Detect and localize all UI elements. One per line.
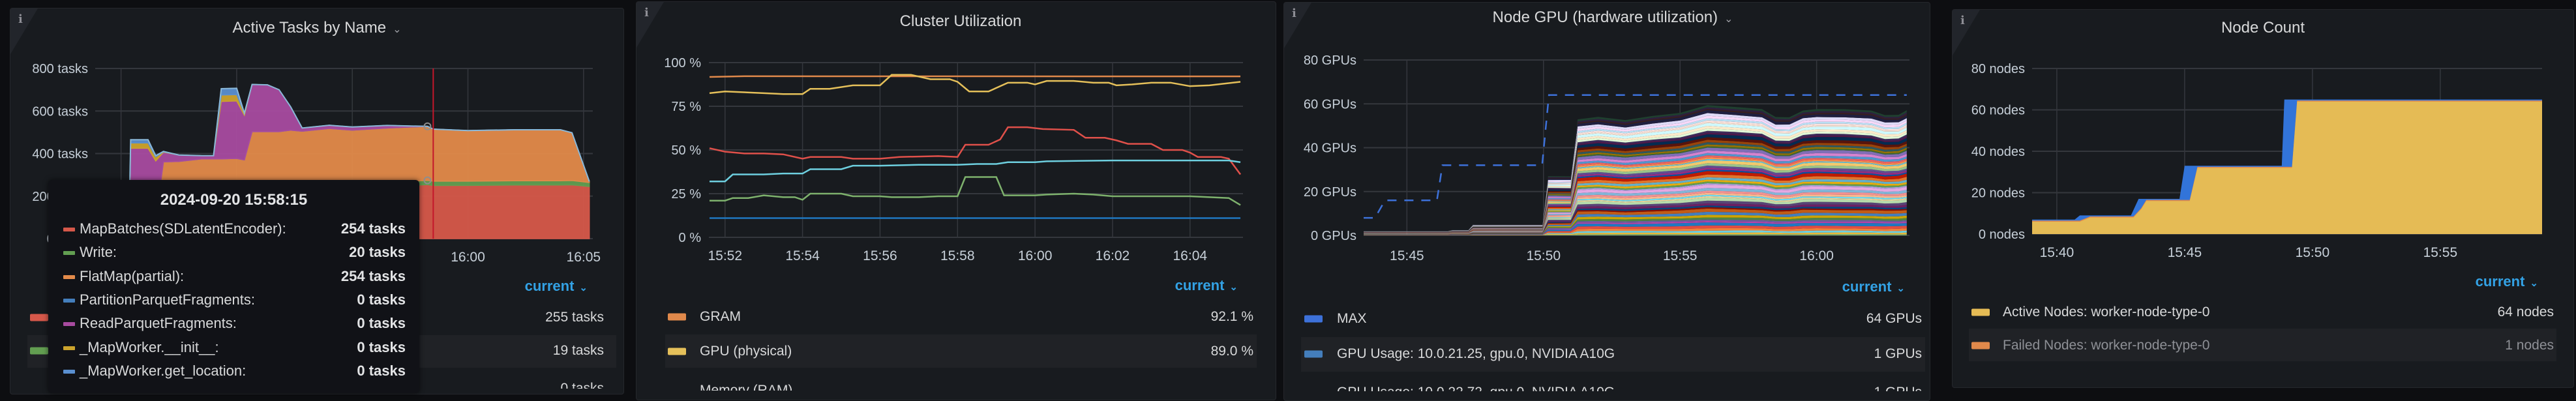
panel-info-corner[interactable] xyxy=(637,2,664,48)
legend-label: Memory (RAM) xyxy=(700,383,793,391)
panel-title-text: Cluster Utilization xyxy=(899,12,1022,30)
legend-value: 64 GPUs xyxy=(1866,311,1922,326)
tooltip-swatch xyxy=(63,322,75,327)
tooltip-series-value: 0 tasks xyxy=(357,338,406,355)
panel-title-text: Active Tasks by Name xyxy=(232,19,387,37)
legend-value: 0 tasks xyxy=(560,381,604,389)
tooltip-row: _MapWorker.get_location: 0 tasks xyxy=(48,361,419,381)
legend-header-label: current xyxy=(1175,277,1225,293)
chevron-down-icon: ⌄ xyxy=(1229,282,1238,293)
tooltip-swatch xyxy=(63,275,75,279)
legend-swatch xyxy=(668,313,686,321)
tooltip-swatch xyxy=(63,369,75,374)
panel-title-text: Node Count xyxy=(2221,19,2305,37)
legend-header-label: current xyxy=(524,278,575,294)
tooltip-swatch xyxy=(63,298,75,303)
chevron-down-icon[interactable]: ⌄ xyxy=(1724,14,1733,25)
tooltip-swatch xyxy=(63,251,75,256)
legend-value: 255 tasks xyxy=(545,310,604,325)
legend-sort-current[interactable]: current ⌄ xyxy=(1842,278,1905,295)
tooltip-series-label: ReadParquetFragments: xyxy=(80,315,237,332)
legend-swatch xyxy=(30,314,48,321)
chevron-down-icon: ⌄ xyxy=(579,282,588,293)
legend-swatch xyxy=(1971,342,1990,349)
tooltip-row: _MapWorker.__init__: 0 tasks xyxy=(48,338,419,357)
legend-header-label: current xyxy=(2475,273,2525,290)
legend-value: 1 nodes xyxy=(2505,338,2554,353)
panel-title[interactable]: Cluster Utilization xyxy=(900,12,1022,31)
tooltip-row: PartitionParquetFragments: 0 tasks xyxy=(48,290,419,310)
legend-list: Active Nodes: worker-node-type-0 64 node… xyxy=(1953,295,2572,381)
legend-label: GPU Usage: 10.0.21.25, gpu.0, NVIDIA A10… xyxy=(1337,346,1615,361)
chevron-down-icon: ⌄ xyxy=(1896,283,1905,294)
legend-value: 64 nodes xyxy=(2497,304,2554,319)
legend-sort-current[interactable]: current ⌄ xyxy=(2476,273,2538,290)
tooltip-series-value: 0 tasks xyxy=(357,291,406,308)
legend-value: 1 GPUs xyxy=(1874,385,1922,391)
legend-value: 89.0 % xyxy=(1210,344,1253,359)
legend-label: MAX xyxy=(1337,311,1367,326)
legend-row-highlight xyxy=(665,334,1257,368)
tooltip-series-label: _MapWorker.get_location: xyxy=(80,362,247,379)
legend-value: 1 GPUs xyxy=(1874,346,1922,361)
legend-header-label: current xyxy=(1842,278,1892,295)
tooltip-swatch xyxy=(63,228,75,231)
chevron-down-icon[interactable]: ⌄ xyxy=(393,24,402,35)
tooltip-series-value: 0 tasks xyxy=(357,315,406,332)
legend-list: GRAM 92.1 % GPU (physical) 89.0 % Memory… xyxy=(637,300,1274,391)
tooltip-row: ReadParquetFragments: 0 tasks xyxy=(48,314,419,333)
hover-tooltip: 2024-09-20 15:58:15 MapBatches(SDLatentE… xyxy=(48,180,419,393)
tooltip-series-value: 254 tasks xyxy=(340,267,406,284)
legend-swatch xyxy=(668,348,686,355)
tooltip-swatch xyxy=(63,346,75,350)
panel-info-corner[interactable] xyxy=(1284,3,1311,48)
tooltip-series-value: 254 tasks xyxy=(340,220,406,237)
legend-swatch xyxy=(1304,315,1323,323)
panel-title[interactable]: Node Count xyxy=(2221,19,2305,37)
panel-title[interactable]: Active Tasks by Name ⌄ xyxy=(232,19,401,37)
tooltip-series-label: _MapWorker.__init__: xyxy=(80,338,219,355)
chevron-down-icon: ⌄ xyxy=(2530,278,2538,289)
legend-row-highlight xyxy=(1301,337,1925,372)
tooltip-series-value: 20 tasks xyxy=(349,244,406,261)
tooltip-series-label: PartitionParquetFragments: xyxy=(80,291,256,308)
legend-swatch xyxy=(1971,308,1990,316)
legend-list: MAX 64 GPUs GPU Usage: 10.0.21.25, gpu.0… xyxy=(1284,301,1928,391)
legend-value: 92.1 % xyxy=(1210,309,1253,324)
legend-swatch xyxy=(1304,350,1323,358)
legend-sort-current[interactable]: current ⌄ xyxy=(1175,277,1238,294)
legend-label: Failed Nodes: worker-node-type-0 xyxy=(2003,338,2210,353)
legend-value: 19 tasks xyxy=(552,343,604,358)
info-icon[interactable]: i xyxy=(1292,7,1296,20)
tooltip-row: MapBatches(SDLatentEncoder): 254 tasks xyxy=(48,219,419,239)
legend-sort-current[interactable]: current ⌄ xyxy=(525,278,588,295)
tooltip-series-label: Write: xyxy=(80,244,117,261)
tooltip-time: 2024-09-20 15:58:15 xyxy=(160,191,308,209)
tooltip-series-value: 0 tasks xyxy=(357,362,406,379)
legend-label: GRAM xyxy=(700,309,741,324)
panel-title-text: Node GPU (hardware utilization) xyxy=(1492,8,1718,26)
panel-info-corner[interactable] xyxy=(1953,10,1980,55)
tooltip-row: Write: 20 tasks xyxy=(48,243,419,262)
info-icon[interactable]: i xyxy=(18,12,23,26)
legend-swatch xyxy=(30,347,48,355)
tooltip-row: FlatMap(partial): 254 tasks xyxy=(48,267,419,286)
tooltip-series-label: MapBatches(SDLatentEncoder): xyxy=(80,220,286,237)
legend-row-highlight xyxy=(1969,329,2556,361)
panel-info-corner[interactable] xyxy=(10,8,38,54)
info-icon[interactable]: i xyxy=(1960,14,1965,27)
legend-label: GPU Usage: 10.0.22.72, gpu.0, NVIDIA A10… xyxy=(1337,385,1615,391)
info-icon[interactable]: i xyxy=(644,6,649,20)
panel-title[interactable]: Node GPU (hardware utilization) ⌄ xyxy=(1493,8,1733,27)
legend-label: Active Nodes: worker-node-type-0 xyxy=(2003,304,2210,319)
tooltip-series-label: FlatMap(partial): xyxy=(80,267,185,284)
legend-label: GPU (physical) xyxy=(700,344,792,359)
